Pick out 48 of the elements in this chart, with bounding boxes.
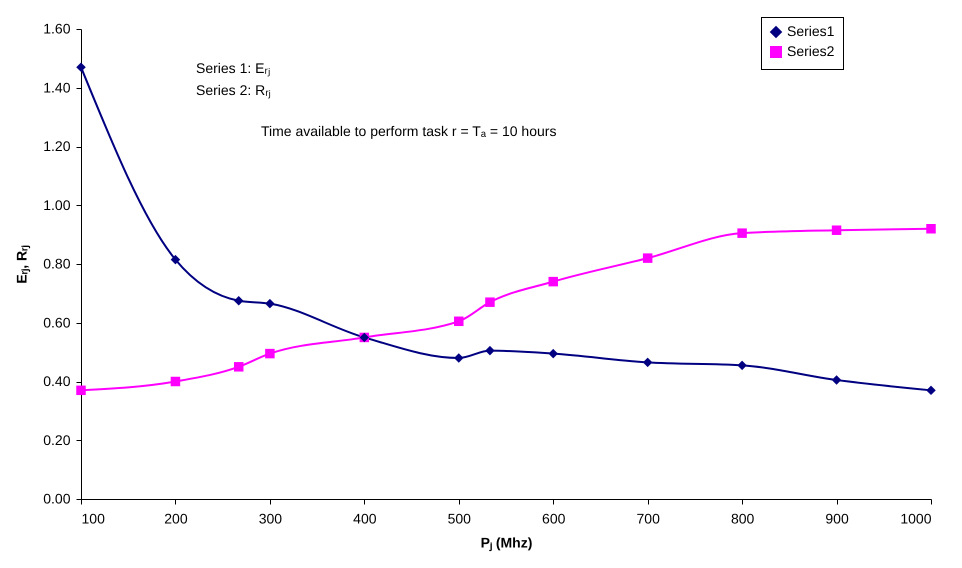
annotation: Time available to perform task r = Tₐ = 10 hours (261, 123, 556, 139)
point (642, 358, 652, 368)
point (926, 386, 936, 396)
y-tick-label: 0.40 (43, 373, 71, 389)
legend-label: Series2 (787, 43, 835, 59)
x-tick-label: 600 (542, 510, 566, 526)
point (737, 360, 747, 370)
point (926, 224, 936, 234)
point (265, 348, 275, 358)
point (170, 254, 180, 264)
point (642, 253, 652, 263)
x-tick-label: 400 (353, 510, 377, 526)
y-tick-label: 1.60 (43, 20, 71, 36)
y-tick-label: 0.60 (43, 314, 71, 330)
x-tick-label: 200 (164, 510, 188, 526)
point (454, 316, 464, 326)
point (265, 298, 275, 308)
y-tick-label: 0.00 (43, 490, 71, 506)
point (832, 375, 842, 385)
x-tick-label: 700 (636, 510, 660, 526)
annotation: Series 1: Eᵣⱼ (196, 60, 270, 77)
point (76, 386, 86, 396)
y-tick-label: 1.20 (43, 138, 71, 154)
y-axis-title: Eᵣⱼ, Rᵣⱼ (13, 245, 30, 284)
point (737, 228, 747, 238)
point (485, 297, 495, 307)
x-tick-label: 1000 (900, 510, 932, 526)
x-tick-label: 300 (258, 510, 282, 526)
y-tick-label: 1.00 (43, 196, 71, 213)
point (234, 296, 244, 306)
x-tick-label: 900 (825, 510, 849, 526)
point (485, 346, 495, 356)
y-tick-label: 1.40 (43, 79, 71, 96)
point (170, 376, 180, 386)
annotation: Series 2: Rᵣⱼ (196, 82, 271, 99)
point (548, 348, 558, 358)
point (548, 276, 558, 286)
y-tick-label: 0.20 (43, 432, 71, 448)
point (832, 225, 842, 235)
legend-label: Series1 (787, 23, 835, 39)
x-tick-label: 100 (82, 510, 106, 526)
y-tick-label: 0.80 (43, 256, 71, 272)
x-tick-label: 500 (448, 510, 472, 526)
x-axis-title: Pⱼ (Mhz) (480, 534, 532, 552)
point (454, 353, 464, 363)
point (234, 362, 244, 372)
x-tick-label: 800 (730, 510, 755, 526)
point (76, 62, 86, 72)
